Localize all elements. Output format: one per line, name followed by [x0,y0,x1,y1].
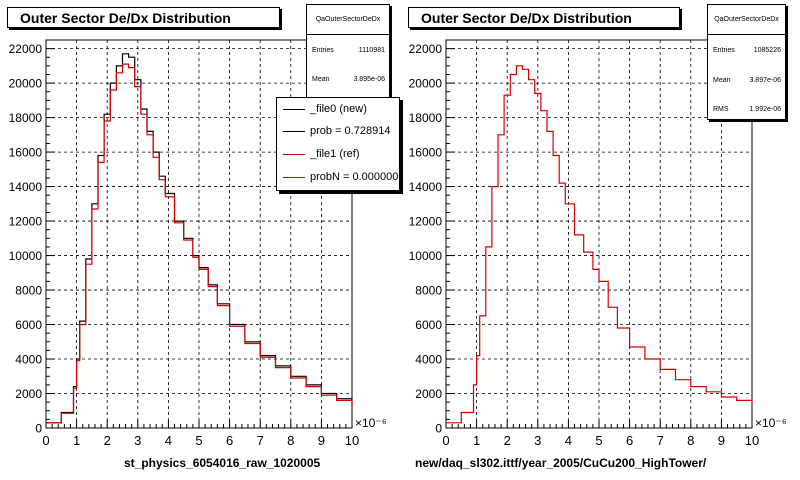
x-tick-label: 10 [745,433,759,448]
y-tick-label: 20000 [9,77,43,91]
histogram-series-primary [446,65,753,424]
left-histogram-panel: Outer Sector De/Dx Distribution 0 1 2 3 4 5 6 7… [7,4,400,470]
stats-title: QaOuterSectorDeDx [714,16,779,23]
right-histogram-plot: 0 1 2 3 4 5 6 7 8 9 10 ×10⁻⁶ 0 2000 4000 6000 8000 10000 1… [409,39,787,448]
y-tick-label: 8000 [415,284,442,298]
legend-entry-probn: probN = 0.000000 [277,168,399,188]
y-tick-label: 8000 [15,284,42,298]
y-tick-label: 12000 [9,215,43,229]
y-tick-label: 6000 [415,318,442,332]
stats-value: 3.897e-06 [749,77,781,84]
y-tick-label: 6000 [15,318,42,332]
x-tick-label: 8 [287,433,294,448]
stats-label: Mean [713,77,731,84]
stats-divider [708,34,785,35]
legend-entry-ref: _file1 (ref) [277,145,399,165]
x-exponent-label: ×10⁻⁶ [355,416,387,430]
legend-label: _file1 (ref) [310,148,360,160]
x-tick-label: 0 [442,433,449,448]
x-tick-label: 1 [73,433,80,448]
stats-label: Entries [713,47,735,54]
legend: _file0 (new) prob = 0.728914 _file1 (ref… [276,97,400,191]
y-tick-label: 12000 [409,215,443,229]
stats-box: QaOuterSectorDeDx Entries 1085226 Mean 3… [707,4,786,120]
legend-swatch [283,131,305,132]
stats-label: Entries [312,47,334,54]
x-tick-label: 2 [104,433,111,448]
legend-entry-prob: prob = 0.728914 [277,122,399,142]
legend-swatch [283,154,305,155]
legend-entry-new: _file0 (new) [277,100,399,120]
y-tick-label: 20000 [409,77,443,91]
y-tick-label: 4000 [415,353,442,367]
legend-swatch [283,109,305,110]
y-tick-label: 22000 [409,42,443,56]
right-histogram-panel: Outer Sector De/Dx Distribution 0 1 2 3 4 5 6 7… [400,0,800,480]
legend-label: prob = 0.728914 [310,125,391,137]
x-tick-label: 9 [718,433,725,448]
legend-label: probN = 0.000000 [310,171,399,183]
x-axis-label: new/daq_sl302.ittf/year_2005/CuCu200_Hig… [415,456,707,470]
y-tick-label: 16000 [9,146,43,160]
x-tick-label: 5 [595,433,602,448]
y-tick-label: 0 [35,422,42,436]
y-tick-label: 16000 [409,146,443,160]
left-histogram-plot: 0 1 2 3 4 5 6 7 8 9 10 ×10⁻⁶ 0 2000 4000 6000 8000 10000 1… [9,39,387,448]
x-tick-label: 1 [473,433,480,448]
y-tick-label: 10000 [9,249,43,263]
y-tick-label: 2000 [415,387,442,401]
chart-title: Outer Sector De/Dx Distribution [408,7,680,28]
stats-box: QaOuterSectorDeDx Entries 1110981 Mean 3… [306,4,390,99]
y-tick-label: 18000 [9,111,43,125]
x-tick-label: 9 [318,433,325,448]
histogram-series-secondary [46,63,353,424]
stats-value: 1110981 [358,47,385,54]
x-tick-label: 3 [134,433,141,448]
stats-divider [307,34,389,35]
stats-value: 1.992e-06 [749,106,781,113]
x-tick-label: 4 [165,433,172,448]
stats-value: 1085226 [753,47,781,54]
x-tick-label: 4 [565,433,572,448]
x-tick-label: 2 [504,433,511,448]
stats-value: 3.895e-06 [353,76,385,83]
y-tick-label: 22000 [9,42,43,56]
x-tick-label: 3 [534,433,541,448]
x-tick-label: 0 [42,433,49,448]
y-tick-label: 2000 [15,387,42,401]
y-tick-label: 10000 [409,249,443,263]
x-tick-label: 7 [657,433,664,448]
x-axis-label: st_physics_6054016_raw_1020005 [124,456,321,470]
x-tick-label: 6 [226,433,233,448]
stats-label: Mean [312,76,330,83]
x-tick-label: 7 [257,433,264,448]
x-tick-label: 10 [345,433,359,448]
x-tick-label: 5 [195,433,202,448]
stats-title: QaOuterSectorDeDx [315,16,381,23]
y-tick-label: 14000 [409,180,443,194]
y-tick-label: 0 [435,422,442,436]
x-exponent-label: ×10⁻⁶ [755,416,787,430]
x-tick-label: 8 [687,433,694,448]
legend-swatch [283,177,305,178]
y-tick-label: 18000 [409,111,443,125]
y-tick-label: 14000 [9,180,43,194]
stats-label: RMS [713,106,729,113]
chart-title: Outer Sector De/Dx Distribution [7,7,280,28]
y-tick-label: 4000 [15,353,42,367]
legend-label: _file0 (new) [310,103,367,115]
x-tick-label: 6 [626,433,633,448]
